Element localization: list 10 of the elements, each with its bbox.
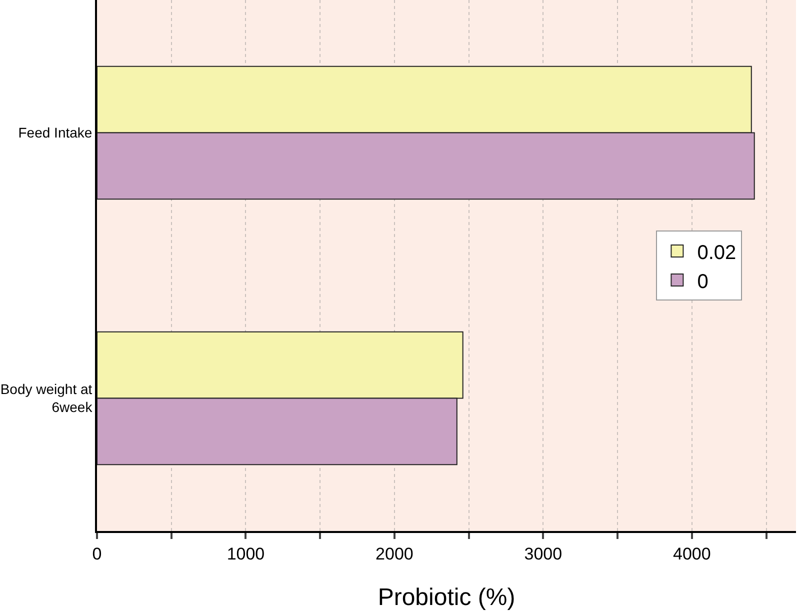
x-tick-label: 3000 (524, 544, 562, 564)
x-tick-label: 1000 (226, 544, 265, 564)
y-tick-label: Body weight at 6week (0, 381, 94, 416)
x-tick-label: 2000 (376, 544, 414, 564)
x-axis-title: Probiotic (%) (378, 584, 516, 611)
legend-label: 0.02 (697, 242, 736, 264)
legend-label: 0 (697, 270, 708, 293)
x-tick-label: 4000 (672, 544, 711, 564)
x-tick-label: 0 (92, 544, 102, 564)
y-tick-label: Feed Intake (18, 124, 92, 141)
